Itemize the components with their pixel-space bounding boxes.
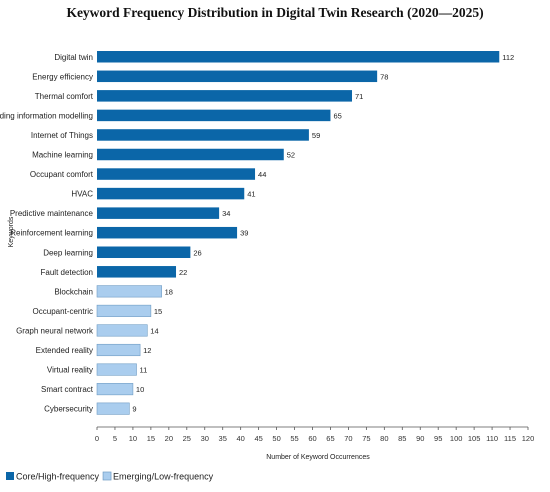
bar-digital-twin xyxy=(97,51,500,63)
x-tick-label: 75 xyxy=(362,434,370,443)
x-tick-label: 45 xyxy=(254,434,262,443)
x-tick-label: 55 xyxy=(290,434,298,443)
bar-smart-contract xyxy=(96,383,134,396)
x-tick-label: 110 xyxy=(486,434,498,443)
bar-hvac xyxy=(97,187,245,200)
x-tick-label: 40 xyxy=(236,434,244,443)
chart-title: Keyword Frequency Distribution in Digita… xyxy=(66,5,483,20)
x-axis: 0 5 10 15 20 25 30 35 40 45 50 55 60 65 70 75 80 85 90 95 10… xyxy=(95,426,535,443)
category-label: Fault detection xyxy=(41,268,93,277)
x-tick-label: 100 xyxy=(450,434,463,443)
category-label: Reinforcement learning xyxy=(10,229,93,238)
category-label: Virtual reality xyxy=(47,366,93,375)
bar-energy-efficiency xyxy=(97,70,378,83)
bar-predictive-maintenance xyxy=(97,207,220,219)
value-label: 71 xyxy=(355,92,363,101)
value-label: 59 xyxy=(312,131,320,140)
value-label: 41 xyxy=(247,190,255,199)
x-tick-label: 85 xyxy=(398,434,406,443)
x-axis-title: Number of Keyword Occurrences xyxy=(266,454,370,461)
bars-layer: Digital twin 112 Energy efficiency 78 Therma… xyxy=(0,51,514,415)
value-label: 78 xyxy=(380,72,388,81)
x-tick-label: 120 xyxy=(522,434,535,443)
x-tick-label: 70 xyxy=(344,434,352,443)
value-label: 18 xyxy=(165,287,173,296)
value-label: 14 xyxy=(150,326,158,335)
x-tick-label: 115 xyxy=(504,434,516,443)
bar-deep-learning xyxy=(97,246,191,258)
category-label: Occupant comfort xyxy=(30,170,94,179)
x-tick-label: 30 xyxy=(201,434,209,443)
x-tick-label: 65 xyxy=(326,434,334,443)
y-axis-title: Keywords xyxy=(8,216,15,247)
category-label: Occupant-centric xyxy=(33,307,93,316)
bar-graph-neural-network xyxy=(96,324,148,337)
bar-occupant-comfort xyxy=(97,168,256,180)
x-tick-label: 80 xyxy=(380,434,388,443)
x-tick-label: 50 xyxy=(272,434,280,443)
x-tick-label: 90 xyxy=(416,434,424,443)
bar-reinforcement-learning xyxy=(97,226,238,239)
x-tick-label: 95 xyxy=(434,434,442,443)
bar-virtual-reality xyxy=(96,363,137,376)
value-label: 39 xyxy=(240,229,248,238)
value-label: 22 xyxy=(179,268,187,277)
x-tick-label: 5 xyxy=(113,434,117,443)
bar-fault-detection xyxy=(97,266,177,278)
legend-label-core: Core/High-frequency xyxy=(16,472,100,482)
x-tick-label: 25 xyxy=(183,434,191,443)
category-label: Smart contract xyxy=(41,385,94,394)
x-tick-label: 0 xyxy=(95,434,99,443)
category-label: Predictive maintenance xyxy=(10,209,94,218)
category-label: HVAC xyxy=(71,190,93,199)
category-label: Thermal comfort xyxy=(35,92,94,101)
category-label: Digital twin xyxy=(54,53,93,62)
bar-machine-learning xyxy=(97,148,284,161)
category-label: Deep learning xyxy=(43,248,93,257)
category-label: Graph neural network xyxy=(16,326,94,335)
bar-building-information-modelling xyxy=(97,109,331,122)
x-tick-label: 15 xyxy=(147,434,155,443)
category-label: Cybersecurity xyxy=(44,405,93,414)
value-label: 65 xyxy=(333,111,341,120)
value-label: 11 xyxy=(140,366,148,375)
category-label: Building information modelling xyxy=(0,111,93,120)
value-label: 52 xyxy=(287,151,295,160)
category-label: Internet of Things xyxy=(31,131,93,140)
bar-internet-of-things xyxy=(97,129,309,141)
bar-blockchain xyxy=(96,285,162,298)
category-label: Energy efficiency xyxy=(32,72,93,81)
value-label: 44 xyxy=(258,170,266,179)
x-tick-label: 35 xyxy=(219,434,227,443)
category-label: Extended reality xyxy=(36,346,93,355)
value-label: 12 xyxy=(143,346,151,355)
value-label: 112 xyxy=(502,53,514,62)
bar-extended-reality xyxy=(96,343,141,357)
category-label: Blockchain xyxy=(54,287,93,296)
legend: Core/High-frequency Emerging/Low-frequenc… xyxy=(6,472,214,482)
bar-thermal-comfort xyxy=(97,90,353,102)
legend-swatch-core xyxy=(6,472,14,480)
bar-cybersecurity xyxy=(96,402,130,415)
value-label: 10 xyxy=(136,385,144,394)
legend-label-emerging: Emerging/Low-frequency xyxy=(113,472,214,482)
x-tick-label: 10 xyxy=(129,434,137,443)
bar-occupant-centric xyxy=(96,304,152,317)
value-label: 26 xyxy=(193,248,201,257)
value-label: 9 xyxy=(132,405,136,414)
value-label: 34 xyxy=(222,209,230,218)
x-tick-label: 105 xyxy=(468,434,481,443)
category-label: Machine learning xyxy=(32,151,93,160)
legend-swatch-emerging xyxy=(102,471,112,481)
value-label: 15 xyxy=(154,307,162,316)
x-tick-label: 60 xyxy=(308,434,316,443)
x-tick-label: 20 xyxy=(165,434,173,443)
